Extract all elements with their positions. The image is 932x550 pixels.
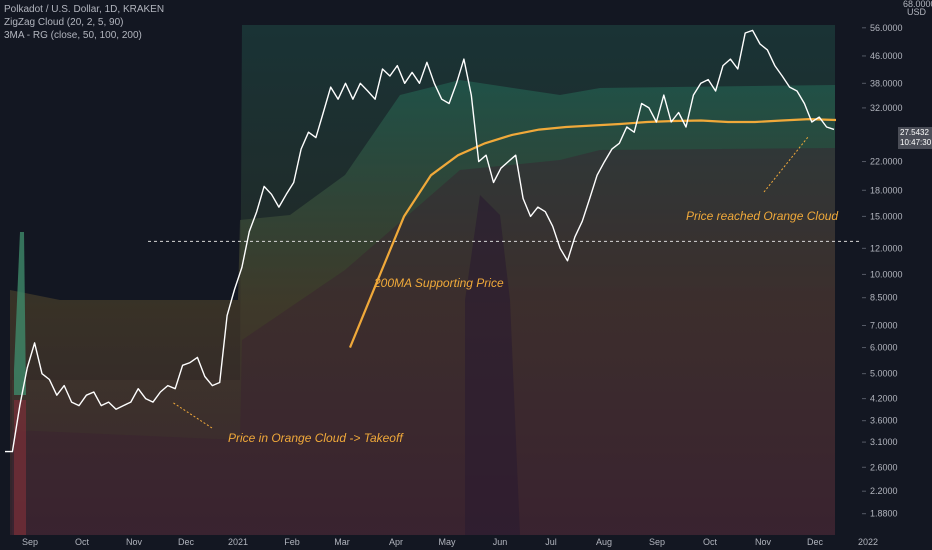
y-tick-label: 5.0000 xyxy=(870,369,898,379)
annotation-2: Price reached Orange Cloud xyxy=(686,209,838,223)
x-tick-label: 2021 xyxy=(228,537,248,547)
x-tick-label: Aug xyxy=(596,537,612,547)
y-tick-label: 4.2000 xyxy=(870,394,898,404)
x-tick-label: Dec xyxy=(807,537,824,547)
y-tick-label: 15.0000 xyxy=(870,211,903,221)
legend-zigzag-cloud: ZigZag Cloud (20, 2, 5, 90) xyxy=(4,17,124,28)
cloud-lower xyxy=(12,148,835,535)
x-tick-label: Feb xyxy=(284,537,300,547)
x-tick-label: Sep xyxy=(649,537,665,547)
y-tick-label: 3.6000 xyxy=(870,416,898,426)
x-tick-label: May xyxy=(438,537,456,547)
cloud-mid xyxy=(10,80,835,535)
x-tick-label: 2022 xyxy=(858,537,878,547)
x-axis: Sep Oct Nov Dec 2021 Feb Mar Apr May Jun Jul Aug Sep… xyxy=(0,535,932,550)
y-tick-label: 18.0000 xyxy=(870,185,903,195)
x-axis-bg xyxy=(0,535,932,550)
x-tick-label: Oct xyxy=(703,537,718,547)
series-200ma xyxy=(348,117,837,349)
x-tick-label: Apr xyxy=(389,537,403,547)
zigzag-cloud xyxy=(10,25,835,535)
y-tick-label: 38.0000 xyxy=(870,78,903,88)
countdown: 10:47:30 xyxy=(900,138,932,147)
cloud-spike-red xyxy=(14,400,26,535)
y-tick-label: 46.0000 xyxy=(870,51,903,61)
legend-3ma: 3MA - RG (close, 50, 100, 200) xyxy=(4,30,142,41)
last-price-tag: 27.5432 10:47:30 xyxy=(898,127,932,149)
y-tick-label: 10.0000 xyxy=(870,269,903,279)
y-tick-label: 8.5000 xyxy=(870,293,898,303)
series-price xyxy=(5,29,835,453)
x-tick-label: Jun xyxy=(493,537,508,547)
y-axis-bg xyxy=(862,0,932,550)
annotation-1: 200MA Supporting Price xyxy=(373,276,504,290)
x-tick-label: Mar xyxy=(334,537,350,547)
annotations: Price in Orange Cloud -> Takeoff 200MA Su… xyxy=(228,209,838,445)
y-tick-label: 3.1000 xyxy=(870,437,898,447)
y-tick-label: 56.0000 xyxy=(870,23,903,33)
y-tick-label: 32.0000 xyxy=(870,103,903,113)
cloud-spike-green xyxy=(14,232,26,395)
y-tick-label: 1.8800 xyxy=(870,509,898,519)
y-currency: USD xyxy=(907,7,927,17)
y-tick-label: 6.0000 xyxy=(870,343,898,353)
x-tick-label: Dec xyxy=(178,537,195,547)
series-group xyxy=(5,29,837,453)
chart-legend: Polkadot / U.S. Dollar, 1D, KRAKEN ZigZa… xyxy=(4,3,164,42)
y-tick-label: 12.0000 xyxy=(870,243,903,253)
x-tick-label: Jul xyxy=(545,537,557,547)
x-tick-label: Oct xyxy=(75,537,90,547)
y-top-label: 68.0000 xyxy=(903,0,932,9)
x-tick-label: Nov xyxy=(755,537,772,547)
y-tick-label: 7.0000 xyxy=(870,320,898,330)
x-tick-label: Nov xyxy=(126,537,143,547)
y-tick-label: 2.6000 xyxy=(870,462,898,472)
last-price: 27.5432 xyxy=(900,128,929,137)
cloud-dark xyxy=(465,195,520,535)
legend-symbol: Polkadot / U.S. Dollar, 1D, KRAKEN xyxy=(4,4,165,15)
y-tick-label: 2.2000 xyxy=(870,486,898,496)
x-tick-label: Sep xyxy=(22,537,38,547)
y-axis: 68.0000USD 56.0000 46.0000 38.0000 32.0000 22… xyxy=(862,0,932,550)
annotation-0: Price in Orange Cloud -> Takeoff xyxy=(228,431,404,445)
y-tick-label: 22.0000 xyxy=(870,157,903,167)
